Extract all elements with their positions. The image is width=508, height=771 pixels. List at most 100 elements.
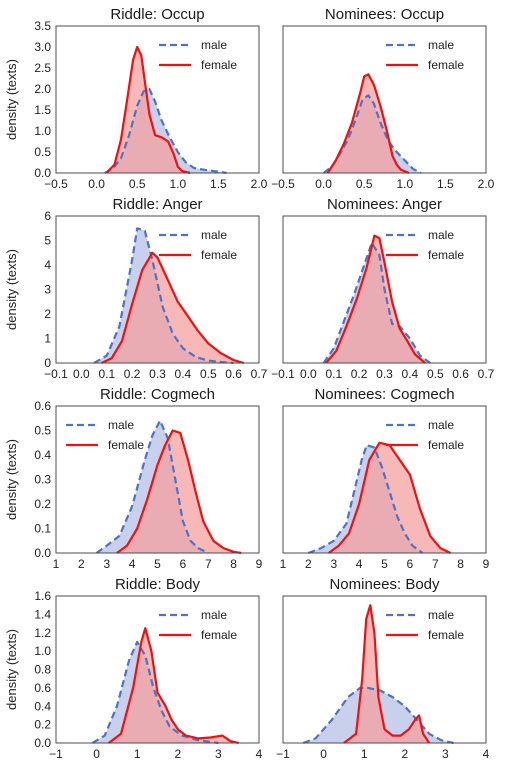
- legend-label-male: male: [428, 418, 454, 432]
- x-tick-label: −0.5: [271, 177, 295, 191]
- chart-panel: −1 0 1 2 3 4 male female: [276, 595, 490, 761]
- plot-frame: [55, 595, 260, 744]
- panel-title: Nominees: Anger: [327, 196, 442, 213]
- x-tick-label: −0.1: [271, 367, 295, 381]
- density-line-female: [325, 234, 426, 364]
- y-tick-label: 0.6: [34, 399, 51, 413]
- y-tick-label: 0.5: [34, 424, 51, 438]
- x-tick-label: 7: [205, 557, 212, 571]
- y-tick-label: 3: [44, 283, 51, 297]
- y-axis-label: density (texts): [4, 629, 19, 710]
- x-tick-label: 3: [330, 557, 337, 571]
- x-tick-label: 0.3: [376, 367, 393, 381]
- legend-label-male: male: [201, 608, 227, 622]
- x-tick-label: 2: [78, 557, 85, 571]
- x-tick-label: 0.2: [124, 367, 141, 381]
- y-tick-label: 4: [44, 258, 51, 272]
- density-fill-male: [92, 641, 219, 743]
- chart-panel: −0.1 0.0 0.1 0.2 0.3 0.4 0.5 0.6 0.7 male female: [271, 215, 495, 381]
- x-tick-label: 3: [442, 747, 449, 761]
- x-tick-label: 0.5: [129, 177, 146, 191]
- legend: male female: [386, 228, 464, 262]
- density-line-male: [95, 419, 209, 554]
- x-tick-label: 0.4: [402, 367, 419, 381]
- panel-title: Nominees: Body: [329, 576, 440, 593]
- x-tick-label: 8: [230, 557, 237, 571]
- legend-label-female: female: [428, 628, 464, 642]
- legend-label-female: female: [201, 248, 237, 262]
- chart-panel: 1 2 3 4 5 6 7 8 9 male female: [280, 405, 490, 571]
- y-tick-label: 0.6: [34, 681, 51, 695]
- x-tick-label: 0.4: [175, 367, 192, 381]
- density-line-female: [116, 429, 242, 555]
- y-tick-label: 0.8: [34, 663, 51, 677]
- legend: male female: [159, 228, 237, 262]
- x-tick-label: 2: [174, 747, 181, 761]
- x-tick-label: 0.5: [200, 367, 217, 381]
- y-axis-label: density (texts): [4, 439, 19, 520]
- x-tick-label: −1: [276, 747, 290, 761]
- x-tick-label: 0.7: [478, 367, 495, 381]
- chart-panel: −1 0 1 2 3 4 0.0 0.2 0.4 0.6 0.8 1.0 1.2 1.4 1.6 male fe…: [34, 589, 262, 761]
- x-tick-label: 5: [154, 557, 161, 571]
- chart-panel: −0.1 0.0 0.1 0.2 0.3 0.4 0.5 0.6 0.7 0 1 2 3 4 5 6 male f…: [44, 209, 268, 381]
- panel-title: Riddle: Cogmech: [100, 386, 215, 403]
- x-tick-label: 8: [457, 557, 464, 571]
- x-tick-label: 1: [361, 747, 368, 761]
- y-tick-label: 0.0: [34, 736, 51, 750]
- x-tick-label: 0.6: [225, 367, 242, 381]
- density-line-female: [343, 604, 431, 744]
- x-tick-label: 0.0: [315, 177, 332, 191]
- x-tick-label: 1: [134, 747, 141, 761]
- x-tick-label: 1.5: [437, 177, 454, 191]
- density-line-female: [326, 73, 410, 175]
- legend-label-male: male: [201, 228, 227, 242]
- x-tick-label: 4: [129, 557, 136, 571]
- density-fill-female: [101, 252, 244, 363]
- chart-panel: −0.5 0.0 0.5 1.0 1.5 2.0 male female: [271, 25, 495, 191]
- x-tick-label: 0.1: [325, 367, 342, 381]
- chart-panel: −0.5 0.0 0.5 1.0 1.5 2.00.00.51.01.52.02.53.0…: [34, 19, 267, 191]
- legend: male female: [386, 38, 464, 72]
- density-line-male: [91, 640, 219, 745]
- legend-label-male: male: [201, 38, 227, 52]
- plot-frame: [282, 405, 487, 554]
- legend-label-female: female: [201, 628, 237, 642]
- density-line-male: [322, 241, 431, 364]
- y-tick-label: 0.3: [34, 473, 51, 487]
- panel-title: Nominees: Occup: [325, 6, 444, 23]
- y-tick-label: 1.4: [34, 607, 51, 621]
- plot-frame: [55, 405, 260, 554]
- x-tick-label: 0.3: [149, 367, 166, 381]
- x-tick-label: 0.7: [251, 367, 268, 381]
- plot-frame: [282, 215, 487, 364]
- x-tick-label: 4: [356, 557, 363, 571]
- legend: male female: [386, 418, 464, 452]
- density-fill-female: [327, 74, 409, 173]
- density-line-female: [101, 251, 245, 365]
- x-tick-label: −0.1: [44, 367, 68, 381]
- x-tick-label: 0.5: [356, 177, 373, 191]
- legend-label-female: female: [428, 58, 464, 72]
- density-line-female: [108, 627, 239, 745]
- y-tick-label: 1.5: [34, 103, 51, 117]
- x-tick-label: 3: [215, 747, 222, 761]
- y-tick-label: 1.2: [34, 626, 51, 640]
- x-tick-label: 0.2: [351, 367, 368, 381]
- x-tick-label: 0.1: [98, 367, 115, 381]
- legend-label-male: male: [108, 418, 134, 432]
- legend-label-female: female: [108, 438, 144, 452]
- x-tick-label: 5: [381, 557, 388, 571]
- x-tick-label: 7: [432, 557, 439, 571]
- legend-label-male: male: [428, 608, 454, 622]
- x-tick-label: −0.5: [44, 177, 68, 191]
- x-tick-label: −1: [49, 747, 63, 761]
- panel-title: Riddle: Anger: [112, 196, 202, 213]
- y-tick-label: 1.0: [34, 124, 51, 138]
- x-tick-label: 9: [483, 557, 490, 571]
- x-tick-label: 4: [483, 747, 490, 761]
- plot-frame: [55, 215, 260, 364]
- y-tick-label: 0.5: [34, 145, 51, 159]
- legend-label-male: male: [428, 228, 454, 242]
